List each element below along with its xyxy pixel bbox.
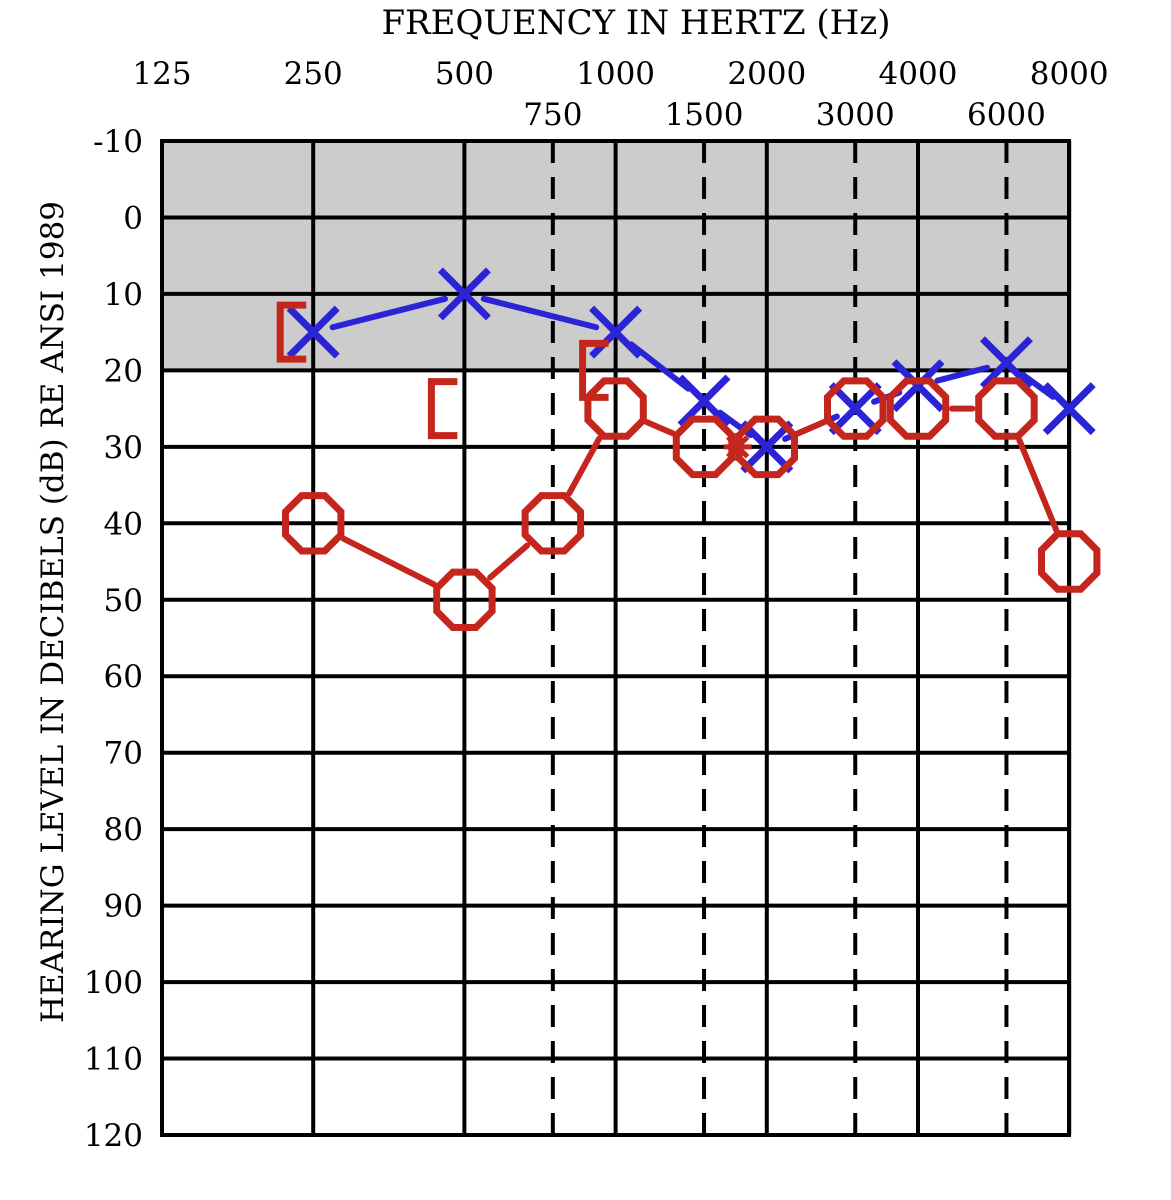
data-series xyxy=(276,267,1101,631)
x-tick-label: 250 xyxy=(284,56,343,92)
o-marker xyxy=(975,377,1038,440)
series-connector xyxy=(1019,371,1057,400)
o-marker xyxy=(886,377,950,440)
x-tick-label: 8000 xyxy=(1030,56,1109,92)
series-connector xyxy=(340,535,438,588)
x-tick-labels-major: 125 250 500 1000 2000 4000 8000 xyxy=(132,56,1108,92)
series-connector xyxy=(329,295,449,331)
y-tick-label: 10 xyxy=(104,277,143,313)
y-tick-label: -10 xyxy=(93,124,143,160)
y-tick-label: 60 xyxy=(104,659,143,695)
plot-frame xyxy=(160,139,1071,1137)
y-tick-label: 90 xyxy=(104,889,143,925)
y-tick-label: 120 xyxy=(84,1118,143,1154)
y-tick-label: 50 xyxy=(104,583,143,619)
o-marker xyxy=(672,415,736,479)
series-connector xyxy=(795,419,828,437)
x-tick-label: 125 xyxy=(132,56,191,92)
x-marker xyxy=(1042,382,1096,436)
series-connector xyxy=(487,542,531,581)
x-tick-label: 2000 xyxy=(727,56,806,92)
x-tick-label: 500 xyxy=(435,56,494,92)
series-connector xyxy=(1016,437,1060,534)
y-tick-label: 80 xyxy=(104,812,143,848)
x-marker xyxy=(286,305,340,359)
x-marker xyxy=(828,382,882,436)
x-marker xyxy=(589,305,643,359)
series-connector xyxy=(934,364,991,384)
x-tick-label: 1500 xyxy=(665,97,744,133)
y-axis-label: HEARING LEVEL IN DECIBELS (dB) RE ANSI 1… xyxy=(35,201,71,1023)
y-tick-label: 30 xyxy=(104,430,143,466)
x-marker xyxy=(979,336,1033,390)
series-connector xyxy=(480,295,600,331)
y-tick-label: 0 xyxy=(123,200,143,236)
bracket-marker xyxy=(427,378,458,440)
x-tick-label: 1000 xyxy=(576,56,655,92)
chart-title: FREQUENCY IN HERTZ (Hz) xyxy=(381,3,890,43)
o-marker xyxy=(521,492,585,555)
x-marker xyxy=(677,374,731,428)
y-tick-label: 110 xyxy=(84,1042,143,1078)
y-tick-labels: -10 0 10 20 30 40 50 60 70 80 90 100 110 120 xyxy=(84,124,143,1154)
x-tick-label: 6000 xyxy=(967,97,1046,133)
bracket-marker xyxy=(579,339,609,401)
star-marker xyxy=(723,432,752,461)
o-marker xyxy=(282,492,345,555)
series-connector xyxy=(566,435,603,497)
o-marker xyxy=(824,377,887,440)
series-connector xyxy=(643,419,676,437)
y-tick-label: 70 xyxy=(104,736,143,772)
y-tick-label: 40 xyxy=(104,506,143,542)
o-marker xyxy=(1038,530,1101,593)
y-tick-label: 100 xyxy=(84,965,143,1001)
series-connector xyxy=(628,341,692,392)
x-tick-labels-minor: 750 1500 3000 6000 xyxy=(523,97,1046,133)
x-marker xyxy=(437,267,491,321)
x-tick-label: 750 xyxy=(523,97,582,133)
bracket-marker xyxy=(276,301,307,363)
x-tick-label: 4000 xyxy=(879,56,958,92)
x-marker xyxy=(740,420,794,474)
x-marker xyxy=(891,359,945,413)
y-tick-label: 20 xyxy=(104,353,143,389)
x-tick-label: 3000 xyxy=(816,97,895,133)
o-marker xyxy=(433,568,496,631)
